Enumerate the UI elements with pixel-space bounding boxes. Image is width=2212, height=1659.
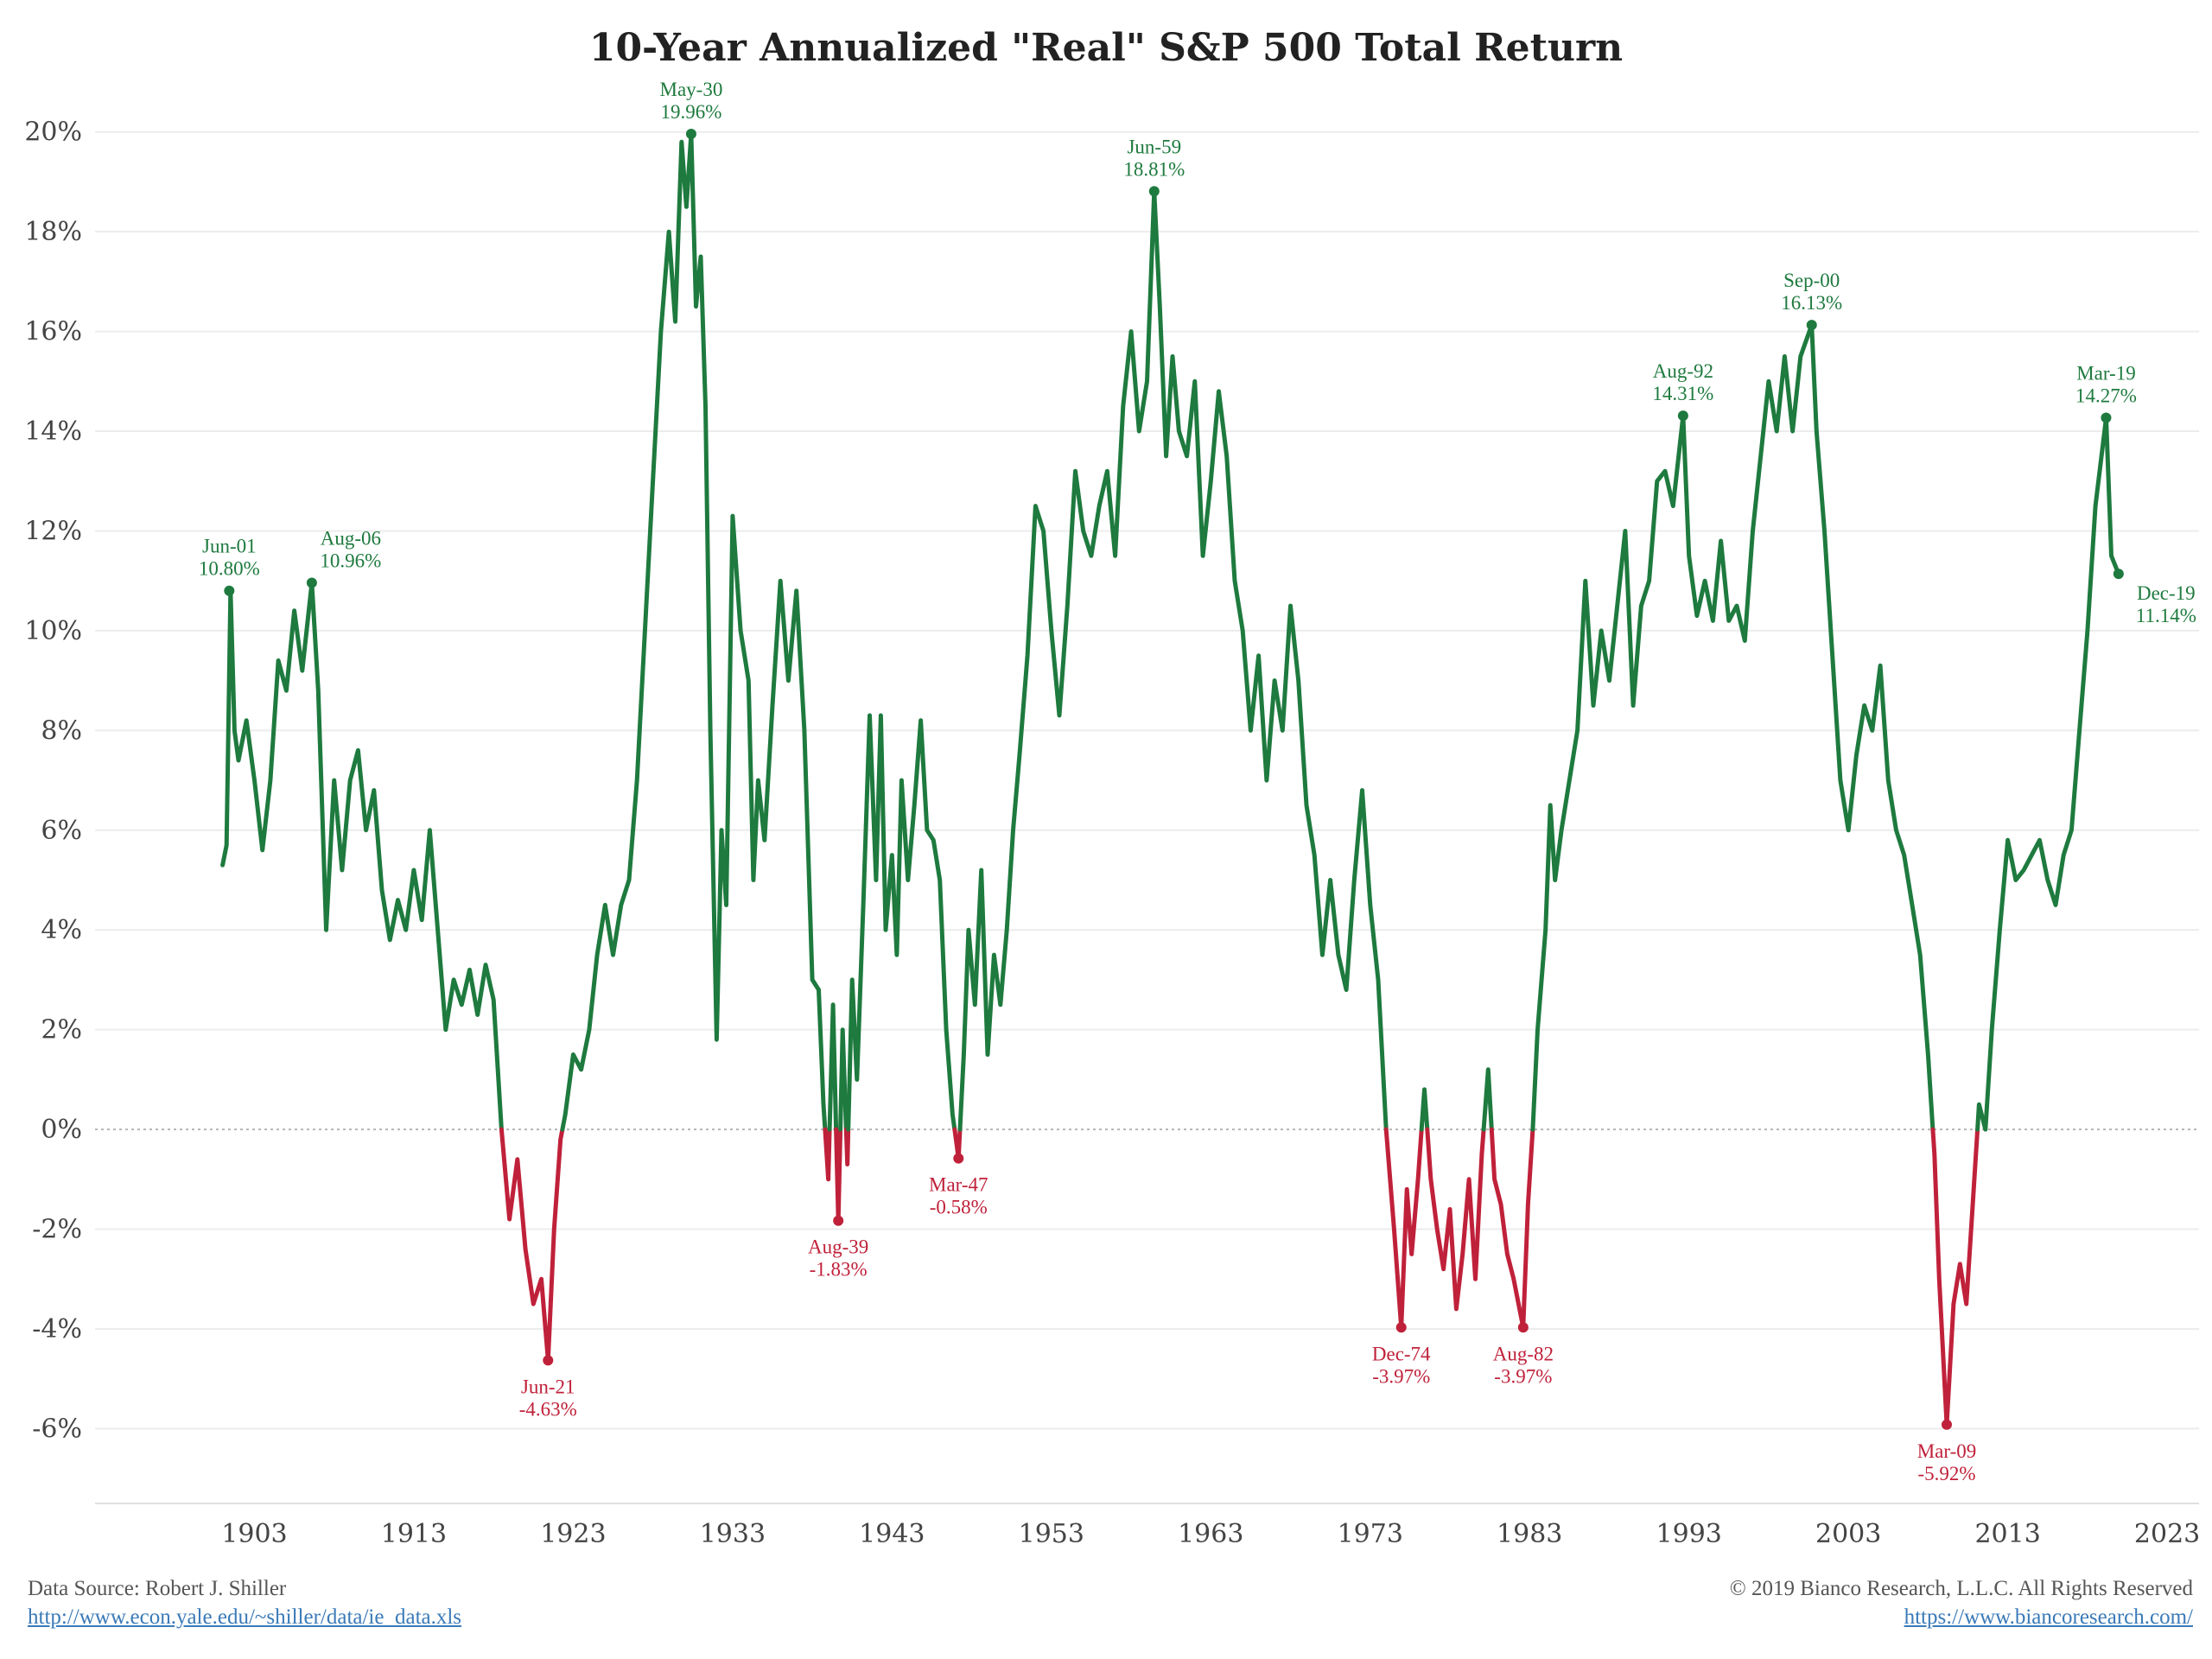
annotation-date: Aug-82 bbox=[1493, 1343, 1554, 1364]
y-tick-label: 0% bbox=[41, 1115, 82, 1145]
x-axis-ticks: 1903 1913 1923 1933 1943 1953 1963 1973 1983 1993… bbox=[221, 1519, 2200, 1549]
annotation-value: -1.83% bbox=[810, 1259, 868, 1281]
x-tick-label: 2023 bbox=[2134, 1519, 2200, 1549]
series-line-positive bbox=[1530, 322, 1936, 1132]
annotation-value: -4.63% bbox=[519, 1398, 577, 1420]
annotation-value: 14.31% bbox=[1652, 383, 1713, 404]
series-line-negative bbox=[1383, 1127, 1424, 1330]
data-source-label: Data Source: Robert J. Shiller bbox=[28, 1577, 287, 1600]
y-axis-ticks: 20% 18% 16% 14% 12% 10% 8% 6% 4% 2% 0% -2% -4% -6% bbox=[24, 118, 82, 1445]
annotation-value: 11.14% bbox=[2136, 605, 2196, 626]
y-tick-label: 2% bbox=[41, 1015, 82, 1046]
y-tick-label: 4% bbox=[41, 915, 82, 945]
annotation-marker bbox=[1677, 410, 1688, 422]
series-line-positive bbox=[560, 131, 828, 1132]
series-line-positive bbox=[838, 1027, 849, 1132]
annotation-value: -3.97% bbox=[1372, 1365, 1430, 1387]
annotation-marker bbox=[306, 577, 317, 588]
chart-title: 10-Year Annualized "Real" S&P 500 Total … bbox=[588, 26, 1624, 70]
annotation-value: -5.92% bbox=[1917, 1463, 1975, 1484]
annotation-marker bbox=[1806, 320, 1817, 331]
annotation-marker bbox=[543, 1355, 554, 1366]
annotation-date: May-30 bbox=[660, 79, 723, 100]
annotation-date: Aug-92 bbox=[1653, 360, 1713, 382]
y-tick-label: 20% bbox=[24, 118, 82, 148]
y-tick-label: 6% bbox=[41, 816, 82, 846]
y-tick-label: 14% bbox=[24, 416, 82, 447]
x-tick-label: 1933 bbox=[700, 1519, 766, 1549]
annotation-marker bbox=[1395, 1322, 1407, 1333]
annotation-date: Mar-47 bbox=[929, 1174, 988, 1196]
website-link[interactable]: https://www.biancoresearch.com/ bbox=[1904, 1605, 2193, 1629]
annotation-date: Jun-59 bbox=[1127, 136, 1181, 157]
annotation-date: Dec-74 bbox=[1372, 1343, 1431, 1364]
annotation-marker bbox=[953, 1153, 964, 1164]
annotation-value: 10.96% bbox=[320, 550, 381, 572]
series-line-negative bbox=[1425, 1127, 1486, 1312]
annotation-marker bbox=[1941, 1419, 1952, 1430]
y-tick-label: -6% bbox=[32, 1414, 82, 1444]
annotation-marker bbox=[1517, 1322, 1529, 1333]
series-line-negative bbox=[499, 1127, 565, 1363]
annotation-date: Dec-19 bbox=[2137, 582, 2196, 604]
annotation-date: Mar-09 bbox=[1917, 1440, 1977, 1462]
annotation-marker bbox=[685, 129, 696, 140]
return-series bbox=[220, 131, 2121, 1427]
x-tick-label: 1963 bbox=[1178, 1519, 1243, 1549]
annotation-date: Jun-21 bbox=[521, 1376, 575, 1397]
annotation-value: -0.58% bbox=[930, 1197, 988, 1218]
data-source-link[interactable]: http://www.econ.yale.edu/~shiller/data/i… bbox=[28, 1605, 462, 1629]
x-tick-label: 1993 bbox=[1656, 1519, 1722, 1549]
series-line-positive bbox=[957, 188, 1389, 1132]
x-tick-label: 2003 bbox=[1815, 1519, 1881, 1549]
x-tick-label: 1913 bbox=[381, 1519, 447, 1549]
series-line-positive bbox=[846, 713, 957, 1132]
annotation-date: Mar-19 bbox=[2076, 362, 2136, 384]
annotation-marker bbox=[2101, 412, 2112, 423]
x-tick-label: 2013 bbox=[1974, 1519, 2040, 1549]
series-line-positive bbox=[827, 1002, 839, 1132]
series-line-negative bbox=[1930, 1127, 1980, 1427]
series-line-negative bbox=[834, 1127, 843, 1224]
x-tick-label: 1903 bbox=[221, 1519, 287, 1549]
y-tick-label: -4% bbox=[32, 1314, 82, 1344]
y-tick-label: 16% bbox=[24, 317, 82, 347]
y-tick-label: 10% bbox=[24, 616, 82, 646]
annotation-marker bbox=[833, 1215, 844, 1226]
series-line-positive bbox=[1481, 1067, 1494, 1132]
series-line-positive bbox=[1975, 416, 2121, 1132]
annotation-date: Jun-01 bbox=[202, 536, 257, 557]
series-line-negative bbox=[843, 1127, 851, 1166]
annotation-value: 14.27% bbox=[2075, 385, 2137, 406]
series-line-negative bbox=[823, 1127, 832, 1182]
y-tick-label: 18% bbox=[24, 217, 82, 247]
annotation-value: 16.13% bbox=[1781, 292, 1842, 314]
annotation-date: Aug-39 bbox=[808, 1236, 868, 1258]
series-line-positive bbox=[220, 581, 504, 1132]
copyright-notice: © 2019 Bianco Research, L.L.C. All Right… bbox=[1729, 1577, 2193, 1600]
y-tick-label: 8% bbox=[41, 715, 82, 746]
annotation-marker bbox=[224, 585, 235, 596]
y-tick-label: 12% bbox=[24, 516, 82, 546]
x-tick-label: 1953 bbox=[1019, 1519, 1084, 1549]
annotation-value: 18.81% bbox=[1123, 158, 1185, 180]
annotation-value: -3.97% bbox=[1494, 1365, 1552, 1387]
x-tick-label: 1943 bbox=[859, 1519, 925, 1549]
x-tick-label: 1923 bbox=[540, 1519, 606, 1549]
annotation-marker bbox=[1148, 186, 1160, 197]
x-tick-label: 1983 bbox=[1497, 1519, 1562, 1549]
annotation-date: Sep-00 bbox=[1783, 270, 1840, 291]
annotation-value: 19.96% bbox=[660, 101, 721, 123]
y-tick-label: -2% bbox=[32, 1215, 82, 1245]
annotation-marker bbox=[2113, 569, 2124, 580]
series-line-positive bbox=[1419, 1087, 1430, 1132]
annotation-date: Aug-06 bbox=[321, 528, 381, 550]
series-line-negative bbox=[1489, 1127, 1535, 1330]
x-tick-label: 1973 bbox=[1338, 1519, 1403, 1549]
annotation-value: 10.80% bbox=[199, 558, 260, 580]
